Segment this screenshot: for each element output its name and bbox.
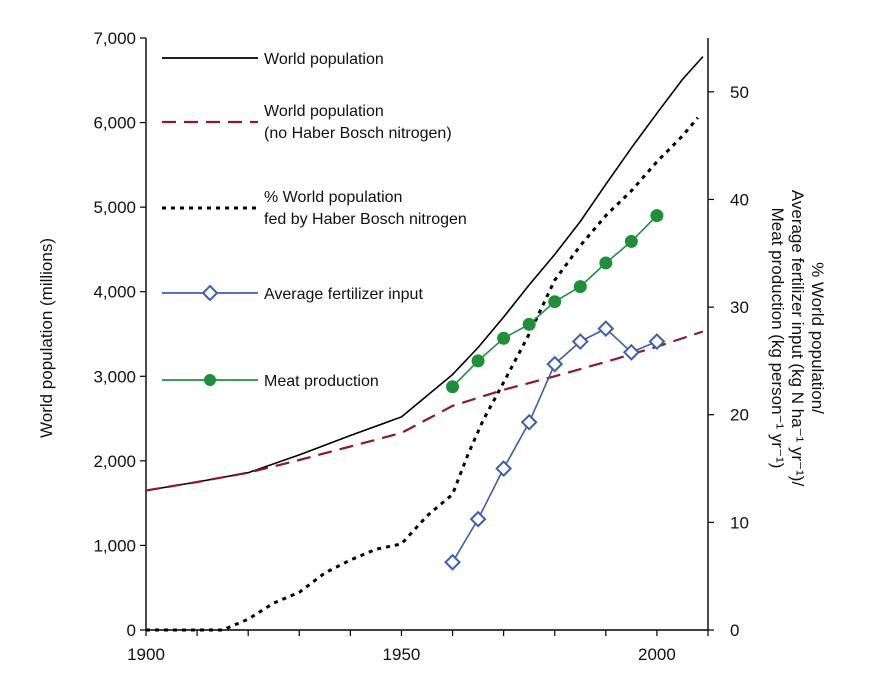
series-line-2 bbox=[146, 116, 699, 632]
legend-label-1: (no Haber Bosch nitrogen) bbox=[264, 125, 452, 142]
series-line-0 bbox=[145, 56, 704, 492]
y-right-tick-label: 0 bbox=[730, 621, 739, 640]
y-right-tick-label: 50 bbox=[730, 83, 749, 102]
data-point-meat bbox=[446, 380, 460, 394]
data-point-meat bbox=[548, 295, 562, 309]
legend-marker-meat bbox=[204, 374, 216, 386]
legend-label-2: % World population bbox=[264, 189, 402, 206]
data-point-meat bbox=[624, 234, 638, 248]
data-point-fertilizer bbox=[444, 553, 461, 571]
y-axis-left-title: World population (millions) bbox=[37, 238, 56, 438]
data-point-fertilizer bbox=[571, 333, 589, 350]
legend-label-0: World population bbox=[264, 51, 384, 68]
y-right-title-line: Average fertilizer input (kg N ha⁻¹ yr⁻¹… bbox=[788, 190, 807, 487]
series-line-1 bbox=[145, 330, 704, 492]
y-left-tick-label: 7,000 bbox=[93, 29, 136, 48]
marker-layer bbox=[444, 209, 666, 571]
data-point-fertilizer bbox=[622, 343, 640, 361]
data-point-fertilizer bbox=[469, 510, 487, 528]
tick-marks bbox=[140, 37, 714, 636]
legend: World population World population (no Habe… bbox=[162, 51, 467, 390]
data-point-fertilizer bbox=[495, 460, 513, 477]
x-tick-label: 1900 bbox=[127, 645, 165, 664]
y-left-tick-label: 1,000 bbox=[93, 536, 136, 555]
y-left-tick-label: 0 bbox=[127, 621, 136, 640]
data-point-meat bbox=[599, 256, 613, 270]
data-point-meat bbox=[497, 331, 511, 345]
y-right-tick-label: 30 bbox=[730, 298, 749, 317]
data-point-meat bbox=[573, 280, 587, 294]
y-left-tick-label: 5,000 bbox=[93, 198, 136, 217]
legend-marker-fertilizer bbox=[201, 284, 219, 302]
legend-label-3: Average fertilizer input bbox=[264, 286, 423, 303]
series-layer bbox=[145, 56, 704, 632]
data-point-fertilizer bbox=[520, 413, 538, 431]
y-left-tick-label: 2,000 bbox=[93, 452, 136, 471]
y-right-title-line: % World population/ bbox=[808, 262, 827, 414]
data-point-fertilizer bbox=[597, 320, 615, 338]
y-right-tick-label: 40 bbox=[730, 190, 749, 209]
axes bbox=[145, 38, 709, 631]
data-point-fertilizer bbox=[648, 333, 666, 350]
y-left-tick-label: 6,000 bbox=[93, 114, 136, 133]
y-left-tick-label: 4,000 bbox=[93, 283, 136, 302]
data-point-meat bbox=[522, 317, 536, 331]
y-right-tick-label: 20 bbox=[730, 406, 749, 425]
y-right-title-line: Meat production (kg person⁻¹ yr⁻¹) bbox=[768, 208, 787, 469]
tick-labels: 1900 1950 2000 0 1,000 2,000 3,000 4,000 5,000 6,… bbox=[93, 29, 748, 664]
data-point-fertilizer bbox=[546, 355, 564, 373]
data-point-meat bbox=[471, 354, 485, 368]
legend-label-2: fed by Haber Bosch nitrogen bbox=[264, 211, 467, 228]
y-axis-right-title: % World population/Average fertilizer in… bbox=[768, 190, 827, 487]
legend-label-4: Meat production bbox=[264, 373, 379, 390]
x-tick-label: 2000 bbox=[638, 645, 676, 664]
y-right-tick-label: 10 bbox=[730, 513, 749, 532]
data-point-meat bbox=[650, 209, 664, 223]
y-left-tick-label: 3,000 bbox=[93, 367, 136, 386]
x-tick-label: 1950 bbox=[383, 645, 421, 664]
legend-label-1: World population bbox=[264, 103, 384, 120]
